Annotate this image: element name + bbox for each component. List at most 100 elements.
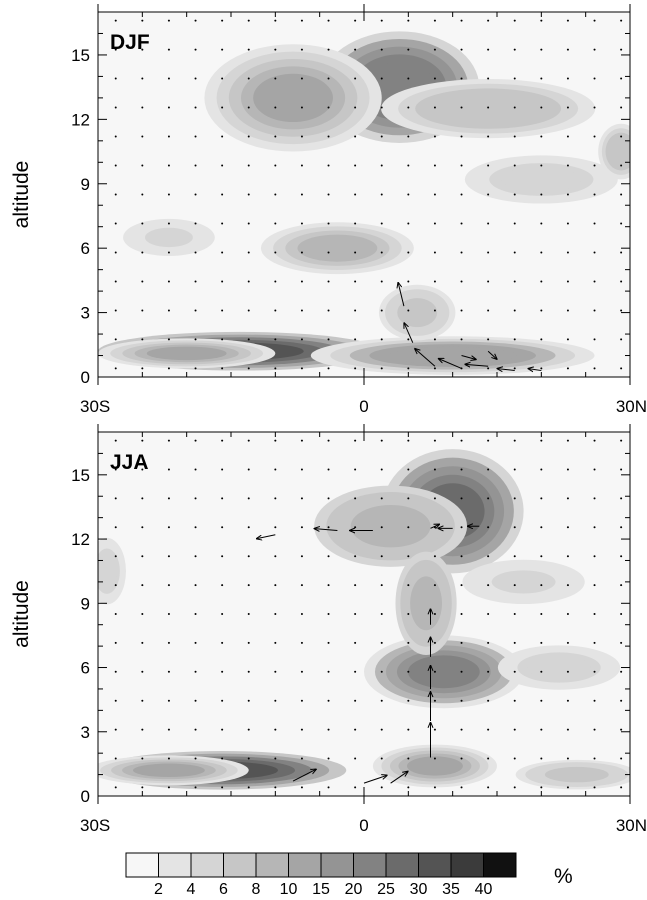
wind-vector-dot xyxy=(620,309,623,312)
wind-vector-dot xyxy=(114,367,117,370)
wind-vector-dot xyxy=(433,309,436,312)
wind-vector-dot xyxy=(407,526,410,529)
y-tick-label: 15 xyxy=(71,46,90,65)
wind-vector-dot xyxy=(620,728,623,731)
wind-vector-dot xyxy=(593,309,596,312)
wind-vector-dot xyxy=(141,699,144,702)
wind-vector-dot xyxy=(620,786,623,789)
wind-vector-dot xyxy=(221,786,224,789)
wind-vector-dot xyxy=(513,613,516,615)
wind-vector-dot xyxy=(620,526,623,529)
wind-vector-dot xyxy=(433,584,436,587)
wind-vector-dot xyxy=(487,555,490,558)
wind-vector-dot xyxy=(513,468,516,471)
wind-vector-dot xyxy=(566,641,569,644)
wind-vector-dot xyxy=(540,468,543,471)
wind-vector-dot xyxy=(620,280,623,283)
wind-vector-dot xyxy=(194,164,197,167)
wind-vector-dot xyxy=(300,193,303,196)
wind-vector-dot xyxy=(167,613,170,615)
wind-vector-dot xyxy=(274,309,277,312)
wind-vector-dot xyxy=(167,193,170,196)
wind-vector-dot xyxy=(167,670,170,673)
wind-vector-dot xyxy=(620,439,623,442)
wind-vector-dot xyxy=(114,728,117,731)
wind-vector-dot xyxy=(566,468,569,471)
wind-vector-dot xyxy=(593,164,596,167)
wind-vector-dot xyxy=(433,77,436,80)
wind-vector-dot xyxy=(487,641,490,644)
wind-vector-dot xyxy=(300,526,303,529)
wind-vector xyxy=(404,323,414,343)
panel-label: JJA xyxy=(110,451,149,474)
wind-vector-dot xyxy=(433,439,436,442)
wind-vector-dot xyxy=(327,164,330,167)
wind-vector-dot xyxy=(300,222,303,225)
wind-vector-dot xyxy=(194,641,197,644)
wind-vector-dot xyxy=(327,77,330,80)
wind-vector-dot xyxy=(327,670,330,673)
wind-vector-dot xyxy=(221,193,224,196)
wind-vector-dot xyxy=(513,280,516,283)
wind-vector-dot xyxy=(380,338,383,341)
wind-vector-dot xyxy=(540,77,543,80)
wind-vector xyxy=(390,772,408,784)
wind-vector-dot xyxy=(141,19,144,22)
wind-vector-dot xyxy=(327,439,330,442)
wind-vector-dot xyxy=(167,439,170,442)
wind-vector-dot xyxy=(274,670,277,673)
wind-vector-dot xyxy=(194,251,197,254)
colorbar-swatch xyxy=(125,852,159,878)
wind-vector-dot xyxy=(247,584,250,587)
wind-vector-dot xyxy=(274,222,277,225)
wind-vector-dot xyxy=(247,135,250,138)
wind-vector-dot xyxy=(566,497,569,500)
wind-vector-dot xyxy=(327,251,330,254)
wind-vector-dot xyxy=(407,106,410,109)
wind-vector-dot xyxy=(247,164,250,167)
wind-vector-dot xyxy=(566,786,569,789)
wind-vector-dot xyxy=(354,280,357,283)
wind-vector-dot xyxy=(540,48,543,51)
wind-vector-dot xyxy=(433,48,436,51)
wind-vector-dot xyxy=(460,251,463,254)
wind-vector-dot xyxy=(487,526,490,529)
colorbar-label: 20 xyxy=(345,881,363,898)
wind-vector-dot xyxy=(566,367,569,370)
wind-vector-dot xyxy=(141,497,144,500)
wind-vector-dot xyxy=(141,280,144,283)
wind-vector-dot xyxy=(433,251,436,254)
wind-vector-dot xyxy=(327,641,330,644)
wind-vector xyxy=(439,359,462,369)
wind-vector-dot xyxy=(380,526,383,529)
wind-vector-dot xyxy=(354,670,357,673)
wind-vector-dot xyxy=(407,135,410,138)
wind-vector-dot xyxy=(460,641,463,644)
wind-vector-dot xyxy=(620,338,623,341)
wind-vector-dot xyxy=(540,439,543,442)
wind-vector-dot xyxy=(247,251,250,254)
colorbar-label: 15 xyxy=(312,881,330,898)
wind-vector-dot xyxy=(114,439,117,442)
wind-vector-dot xyxy=(433,193,436,196)
wind-vector-dot xyxy=(194,699,197,702)
wind-vector-dot xyxy=(460,613,463,615)
wind-vector-dot xyxy=(247,106,250,109)
wind-vector-dot xyxy=(274,367,277,370)
wind-vector-dot xyxy=(194,613,197,615)
wind-vector-dot xyxy=(380,280,383,283)
wind-vector-dot xyxy=(247,757,250,760)
wind-vector-dot xyxy=(221,309,224,312)
y-tick-label: 0 xyxy=(81,368,90,387)
wind-vector-dot xyxy=(407,193,410,196)
contour-fill xyxy=(98,553,117,589)
wind-vector-dot xyxy=(566,555,569,558)
wind-vector-dot xyxy=(141,613,144,615)
wind-vector-dot xyxy=(487,468,490,471)
wind-vector-dot xyxy=(247,19,250,22)
wind-vector-dot xyxy=(167,641,170,644)
wind-vector-dot xyxy=(540,786,543,789)
wind-vector-dot xyxy=(221,222,224,225)
wind-vector-dot xyxy=(407,728,410,731)
wind-vector-dot xyxy=(221,19,224,22)
